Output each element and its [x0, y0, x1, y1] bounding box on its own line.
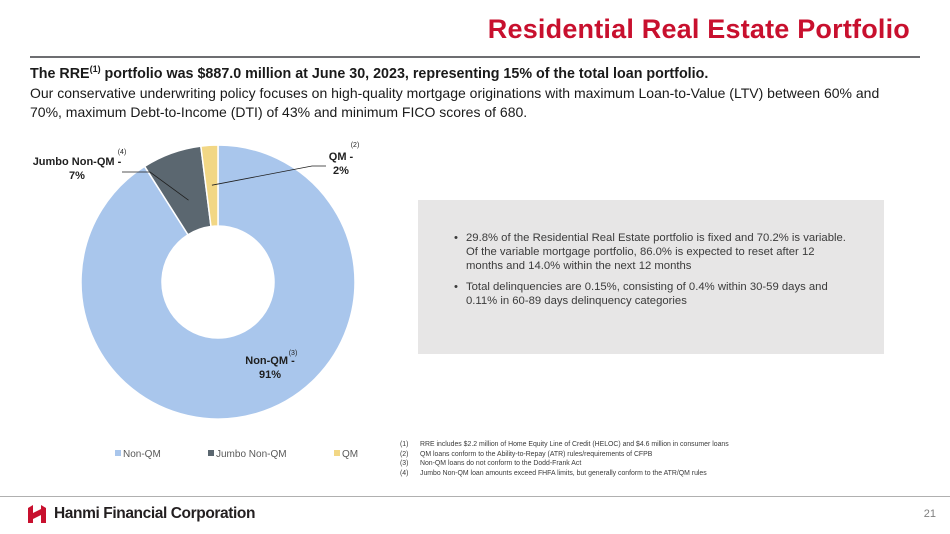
label-jumbo-non-qm-name: Jumbo Non-QM -: [33, 156, 122, 168]
label-qm-name: QM -: [329, 151, 354, 163]
legend-label-non-qm: Non-QM: [123, 449, 161, 460]
footnote-number: (4): [400, 469, 409, 477]
legend-label-qm: QM: [342, 449, 358, 460]
legend-swatch-jumbo-non-qm: [208, 450, 214, 456]
key-fact-delinquencies: Total delinquencies are 0.15%, consistin…: [454, 280, 854, 308]
company-logo: Hanmi Financial Corporation: [28, 505, 255, 523]
title-divider: [30, 56, 920, 58]
legend-label-jumbo-non-qm: Jumbo Non-QM: [216, 449, 287, 460]
footnote-text: RRE includes $2.2 million of Home Equity…: [420, 441, 729, 448]
footer-divider: [0, 496, 950, 497]
footnote-number: (2): [400, 450, 409, 458]
footnote: (1) RRE includes $2.2 million of Home Equ…: [400, 440, 900, 450]
footnote-number: (1): [400, 441, 409, 448]
footnote-text: QM loans conform to the Ability-to-Repay…: [420, 450, 653, 458]
slice-non-qm: [80, 144, 356, 420]
page-number: 21: [923, 508, 936, 520]
key-facts-list: 29.8% of the Residential Real Estate por…: [454, 231, 854, 315]
key-facts-box: 29.8% of the Residential Real Estate por…: [418, 200, 884, 354]
label-non-qm-footnote: (3): [289, 350, 298, 357]
label-qm-footnote: (2): [351, 142, 360, 149]
label-jumbo-non-qm-footnote: (4): [118, 149, 127, 156]
legend-swatch-non-qm: [115, 450, 121, 456]
summary-prefix: The RRE: [30, 65, 90, 82]
summary-footnote-ref: (1): [89, 64, 101, 74]
slice-qm: [199, 144, 219, 228]
footnote: (2) QM loans conform to the Ability-to-Re…: [400, 450, 900, 460]
underwriting-policy: Our conservative underwriting policy foc…: [30, 85, 880, 120]
summary-text: portfolio was $887.0 million at June 30,…: [100, 65, 709, 82]
label-qm-percent: 2%: [333, 165, 349, 177]
leader-line-jumbo-non-qm: [122, 171, 189, 201]
company-name: Hanmi Financial Corporation: [54, 505, 256, 522]
footnote-text: Jumbo Non-QM loan amounts exceed FHFA li…: [420, 469, 707, 477]
legend-swatch-qm: [334, 450, 340, 456]
footnote: (4) Jumbo Non-QM loan amounts exceed FHFA…: [400, 469, 900, 479]
footnote-text: Non-QM loans do not conform to the Dodd-…: [420, 460, 582, 467]
hanmi-logo-icon: [28, 505, 46, 523]
leader-line-qm: [211, 165, 326, 186]
footnote-number: (3): [400, 460, 409, 467]
label-non-qm-percent: 91%: [259, 369, 281, 381]
footnote: (3) Non-QM loans do not conform to the Do…: [400, 459, 900, 469]
key-fact-rate-mix: 29.8% of the Residential Real Estate por…: [454, 231, 854, 273]
label-jumbo-non-qm-percent: 7%: [69, 170, 85, 182]
page-title: Residential Real Estate Portfolio: [487, 14, 910, 44]
label-non-qm-name: Non-QM -: [245, 355, 295, 367]
portfolio-summary: The RRE(1) portfolio was $887.0 million …: [30, 64, 920, 82]
footnotes: (1) RRE includes $2.2 million of Home Equ…: [400, 440, 900, 478]
